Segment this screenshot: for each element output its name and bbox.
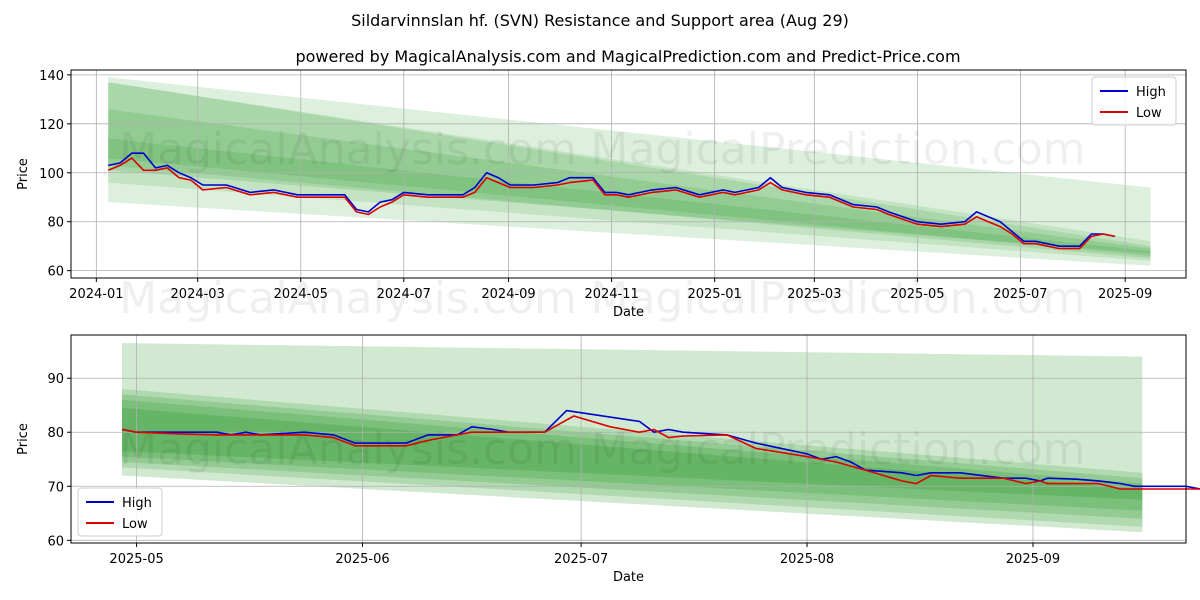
bottom-panel: MagicalAnalysis.com MagicalPrediction.co…: [16, 334, 1200, 585]
bottom-price-lines: [121, 409, 1200, 490]
top-band-layer-4: [108, 109, 1151, 256]
bottom-series-high-line: [121, 409, 1200, 490]
top-resistance-support-bands: [108, 77, 1151, 266]
top-band-layer-1: [108, 77, 1151, 266]
top-x-tick-label: 2024-07: [377, 287, 431, 302]
top-series-high-line: [108, 152, 1116, 247]
top-x-tick-label: 2025-03: [787, 287, 841, 302]
top-x-tick-label: 2025-09: [1098, 287, 1152, 302]
bottom-y-tick-label: 80: [47, 426, 64, 441]
top-y-tick-label: 120: [39, 118, 64, 133]
bottom-gridlines: [71, 335, 1186, 543]
bottom-band-layer-4: [122, 399, 1143, 511]
top-band-layer-5: [108, 138, 1151, 254]
bottom-watermark-prediction: MagicalPrediction.com: [591, 424, 1086, 475]
chart-subtitle: powered by MagicalAnalysis.com and Magic…: [295, 47, 960, 66]
top-panel: MagicalAnalysis.com MagicalPrediction.co…: [16, 69, 1187, 324]
top-x-tick-label: 2024-01: [69, 287, 123, 302]
top-x-tick-label: 2024-09: [481, 287, 535, 302]
top-band-layer-2: [108, 82, 1151, 261]
top-x-axis-label: Date: [613, 305, 644, 320]
top-y-tick-label: 80: [47, 216, 64, 231]
top-series-low-line: [107, 157, 1116, 250]
top-watermark-analysis: MagicalAnalysis.com: [119, 124, 577, 175]
bottom-x-tick-label: 2025-06: [335, 552, 389, 567]
bottom-x-tick-label: 2025-07: [554, 552, 608, 567]
top-gridlines: [71, 70, 1186, 278]
top-x-tick-label: 2024-03: [171, 287, 225, 302]
top-y-axis-label: Price: [16, 158, 31, 190]
bottom-axis-ticks: 2025-05 2025-06 2025-07 2025-08 2025-09 60 70 8…: [47, 372, 1060, 567]
bottom-legend: High Low: [77, 487, 163, 537]
bottom-y-axis-label: Price: [16, 423, 31, 455]
top-y-tick-label: 60: [47, 265, 64, 280]
bottom-x-tick-label: 2025-05: [109, 552, 163, 567]
top-x-tick-label: 2025-07: [993, 287, 1047, 302]
top-x-tick-label: 2024-11: [584, 287, 638, 302]
chart-title: Sildarvinnslan hf. (SVN) Resistance and …: [351, 11, 849, 30]
top-legend-label-high: High: [1136, 85, 1166, 100]
top-x-tick-label: 2025-05: [890, 287, 944, 302]
bottom-x-axis-label: Date: [613, 570, 644, 585]
bottom-series-low-line: [121, 415, 1200, 490]
top-watermark-prediction-lower: MagicalPrediction.com: [591, 273, 1086, 324]
top-legend: High Low: [1091, 76, 1177, 126]
top-axis-ticks: 2024-01 2024-03 2024-05 2024-07 2024-09 2024-…: [39, 69, 1152, 302]
bottom-legend-label-low: Low: [122, 517, 148, 532]
bottom-resistance-support-bands: [122, 343, 1143, 533]
bottom-y-tick-label: 70: [47, 480, 64, 495]
top-legend-label-low: Low: [1136, 106, 1162, 121]
bottom-y-tick-label: 90: [47, 372, 64, 387]
top-x-tick-label: 2025-01: [687, 287, 741, 302]
top-watermark: MagicalAnalysis.com MagicalPrediction.co…: [119, 124, 1085, 324]
top-y-tick-label: 100: [39, 167, 64, 182]
top-y-tick-label: 140: [39, 69, 64, 84]
bottom-y-tick-label: 60: [47, 534, 64, 549]
top-x-tick-label: 2024-05: [274, 287, 328, 302]
bottom-x-tick-label: 2025-08: [780, 552, 834, 567]
bottom-legend-label-high: High: [122, 496, 152, 511]
bottom-plot-frame: [70, 334, 1187, 544]
top-watermark-analysis-lower: MagicalAnalysis.com: [119, 273, 577, 324]
top-watermark-prediction: MagicalPrediction.com: [591, 124, 1086, 175]
bottom-band-layer-1: [122, 343, 1143, 533]
bottom-watermark: MagicalAnalysis.com MagicalPrediction.co…: [119, 424, 1085, 475]
top-price-lines: [107, 152, 1116, 250]
top-plot-frame: [70, 69, 1187, 279]
bottom-band-layer-3: [122, 394, 1143, 519]
bottom-x-tick-label: 2025-09: [1006, 552, 1060, 567]
bottom-band-layer-2: [122, 389, 1143, 527]
